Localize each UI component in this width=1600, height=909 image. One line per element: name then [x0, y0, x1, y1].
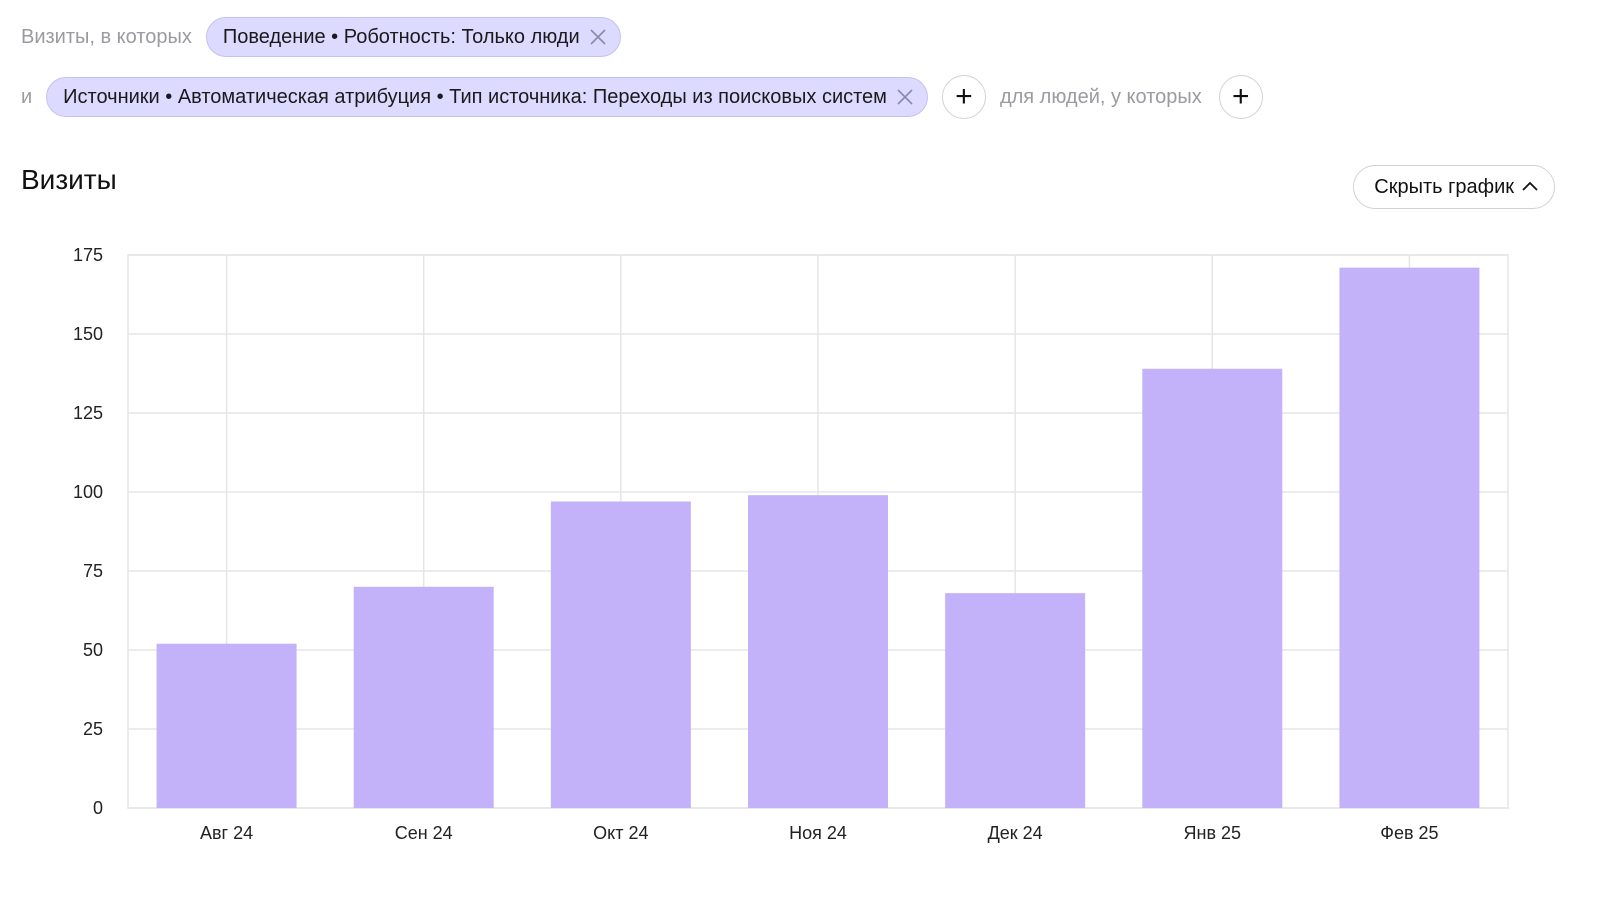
- bar[interactable]: [550, 501, 691, 808]
- add-visit-filter-button[interactable]: +: [941, 75, 986, 119]
- x-tick-label: Дек 24: [988, 823, 1043, 843]
- bar[interactable]: [945, 593, 1086, 808]
- page-title: Визиты: [21, 164, 117, 195]
- y-tick-label: 50: [83, 640, 103, 660]
- bar[interactable]: [353, 586, 494, 808]
- filter-row-sources: и Источники • Автоматическая атрибуция •…: [21, 75, 1263, 119]
- visits-bar-chart: 0 25 50 75 100 125 150 175 Авг 24 Сен 24 Окт 24 Ноя…: [73, 245, 1509, 843]
- filter-chip-source-label: Источники • Автоматическая атрибуция • Т…: [63, 85, 887, 108]
- bar[interactable]: [156, 643, 297, 808]
- y-tick-label: 100: [73, 482, 103, 502]
- y-tick-label: 75: [83, 561, 103, 581]
- hide-chart-button[interactable]: Скрыть график: [1353, 165, 1555, 209]
- bar[interactable]: [1142, 368, 1283, 808]
- y-tick-label: 175: [73, 245, 103, 265]
- x-tick-label: Ноя 24: [789, 823, 847, 843]
- visits-filter-prefix: Визиты, в которых: [21, 25, 192, 48]
- y-tick-label: 150: [73, 324, 103, 344]
- and-prefix: и: [21, 85, 33, 108]
- filter-chip-behavior[interactable]: Поведение • Роботность: Только люди: [205, 17, 621, 57]
- hide-chart-label: Скрыть график: [1374, 175, 1514, 198]
- y-tick-label: 25: [83, 719, 103, 739]
- filter-row-visits: Визиты, в которых Поведение • Роботность…: [21, 16, 621, 58]
- x-tick-label: Авг 24: [200, 823, 253, 843]
- y-tick-label: 125: [73, 403, 103, 423]
- x-tick-label: Янв 25: [1184, 823, 1242, 843]
- close-icon[interactable]: [895, 87, 915, 107]
- chevron-up-icon: [1522, 181, 1538, 191]
- x-tick-label: Сен 24: [395, 823, 453, 843]
- people-filter-label: для людей, у которых: [999, 85, 1202, 108]
- bar[interactable]: [748, 495, 888, 808]
- y-tick-label: 0: [93, 798, 103, 818]
- filter-chip-behavior-label: Поведение • Роботность: Только люди: [222, 25, 580, 48]
- add-people-filter-button[interactable]: +: [1218, 75, 1263, 119]
- bar[interactable]: [1339, 267, 1480, 808]
- x-tick-label: Фев 25: [1380, 823, 1438, 843]
- filter-chip-source[interactable]: Источники • Автоматическая атрибуция • Т…: [46, 77, 928, 117]
- close-icon[interactable]: [588, 27, 608, 47]
- x-tick-label: Окт 24: [593, 823, 648, 843]
